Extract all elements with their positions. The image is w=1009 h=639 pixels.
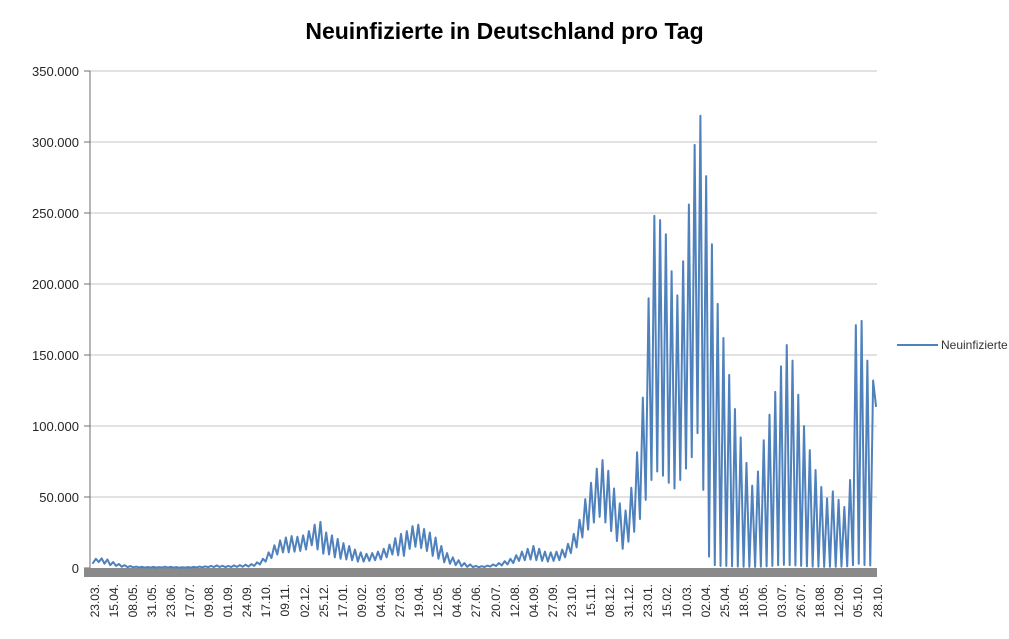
y-axis-tick-label: 350.000: [32, 63, 79, 79]
x-axis-tick-label: 25.12.: [316, 584, 331, 618]
x-axis-tick-label: 17.07.: [182, 584, 197, 618]
y-axis-tick-label: 150.000: [32, 347, 79, 363]
data-series-line: [92, 114, 877, 569]
y-axis-tick-label: 100.000: [32, 418, 79, 434]
y-axis-tick-label: 200.000: [32, 276, 79, 292]
y-axis-tick-label: 300.000: [32, 134, 79, 150]
x-axis-tick-label: 02.12.: [297, 584, 312, 618]
x-axis-tick-label: 28.10.: [870, 584, 885, 618]
x-axis-tick-label: 24.09.: [240, 584, 255, 618]
x-axis-tick-label: 02.04.: [698, 584, 713, 618]
x-axis-tick-label: 10.06.: [755, 584, 770, 618]
legend-label: Neuinfizierte: [941, 338, 1008, 352]
x-axis-tick-label: 08.05.: [125, 584, 140, 618]
x-axis-tick-label: 27.09.: [545, 584, 560, 618]
x-axis-tick-label: 03.07.: [775, 584, 789, 618]
x-axis-tick-label: 15.04.: [106, 584, 121, 618]
x-axis-tick-label: 18.08.: [813, 584, 828, 618]
x-axis-tick-label: 12.09.: [832, 584, 847, 618]
x-axis-tick-label: 23.01.: [641, 584, 656, 618]
x-axis-tick-label: 23.03.: [87, 584, 102, 618]
x-axis-tick-label: 27.03.: [393, 584, 408, 618]
x-axis-tick-label: 31.12.: [622, 584, 637, 618]
x-axis-tick-label: 18.05.: [736, 584, 751, 618]
x-axis-tick-label: 19.04.: [412, 584, 427, 618]
x-axis-tick-label: 12.05.: [431, 584, 446, 618]
y-axis-tick-label: 250.000: [32, 205, 79, 221]
x-axis-tick-label: 04.06.: [450, 584, 465, 618]
x-axis-tick-label: 17.10.: [259, 584, 274, 618]
x-axis-tick-label: 10.03.: [679, 584, 694, 618]
x-axis-tick-label: 04.03.: [373, 584, 388, 618]
x-axis-tick-label: 23.06.: [163, 584, 178, 618]
chart-title: Neuinfizierte in Deutschland pro Tag: [305, 18, 704, 44]
x-axis-tick-label: 25.04.: [717, 584, 732, 618]
legend-line-marker: [897, 344, 938, 346]
x-axis-tick-label: 15.02.: [660, 584, 675, 618]
x-axis-tick-label: 12.08.: [507, 584, 522, 618]
x-axis-tick-label: 15.11.: [584, 584, 599, 617]
x-axis-tick-label: 09.08.: [202, 584, 217, 618]
legend: Neuinfizierte: [897, 338, 1008, 352]
x-axis-tick-label: 09.11.: [278, 584, 293, 617]
x-axis-tick-label: 27.06.: [469, 584, 484, 618]
x-axis-tick-label: 01.09.: [221, 584, 236, 618]
y-axis-tick-label: 0: [71, 560, 79, 576]
x-axis-tick-label: 05.10.: [851, 584, 866, 618]
x-axis-tick-label: 20.07.: [488, 584, 503, 618]
x-axis-tick-label: 04.09.: [526, 584, 541, 618]
x-axis-tick-label: 17.01.: [335, 584, 350, 618]
x-axis-tick-label: 26.07.: [794, 584, 809, 618]
y-axis-tick-label: 50.000: [39, 489, 79, 505]
x-axis-tick-label: 23.10.: [564, 584, 579, 618]
x-axis-baseline-bar: [84, 568, 877, 577]
x-axis-tick-label: 08.12.: [603, 584, 618, 618]
x-axis-tick-label: 09.02.: [354, 584, 369, 618]
x-axis-tick-label: 31.05.: [144, 584, 159, 618]
